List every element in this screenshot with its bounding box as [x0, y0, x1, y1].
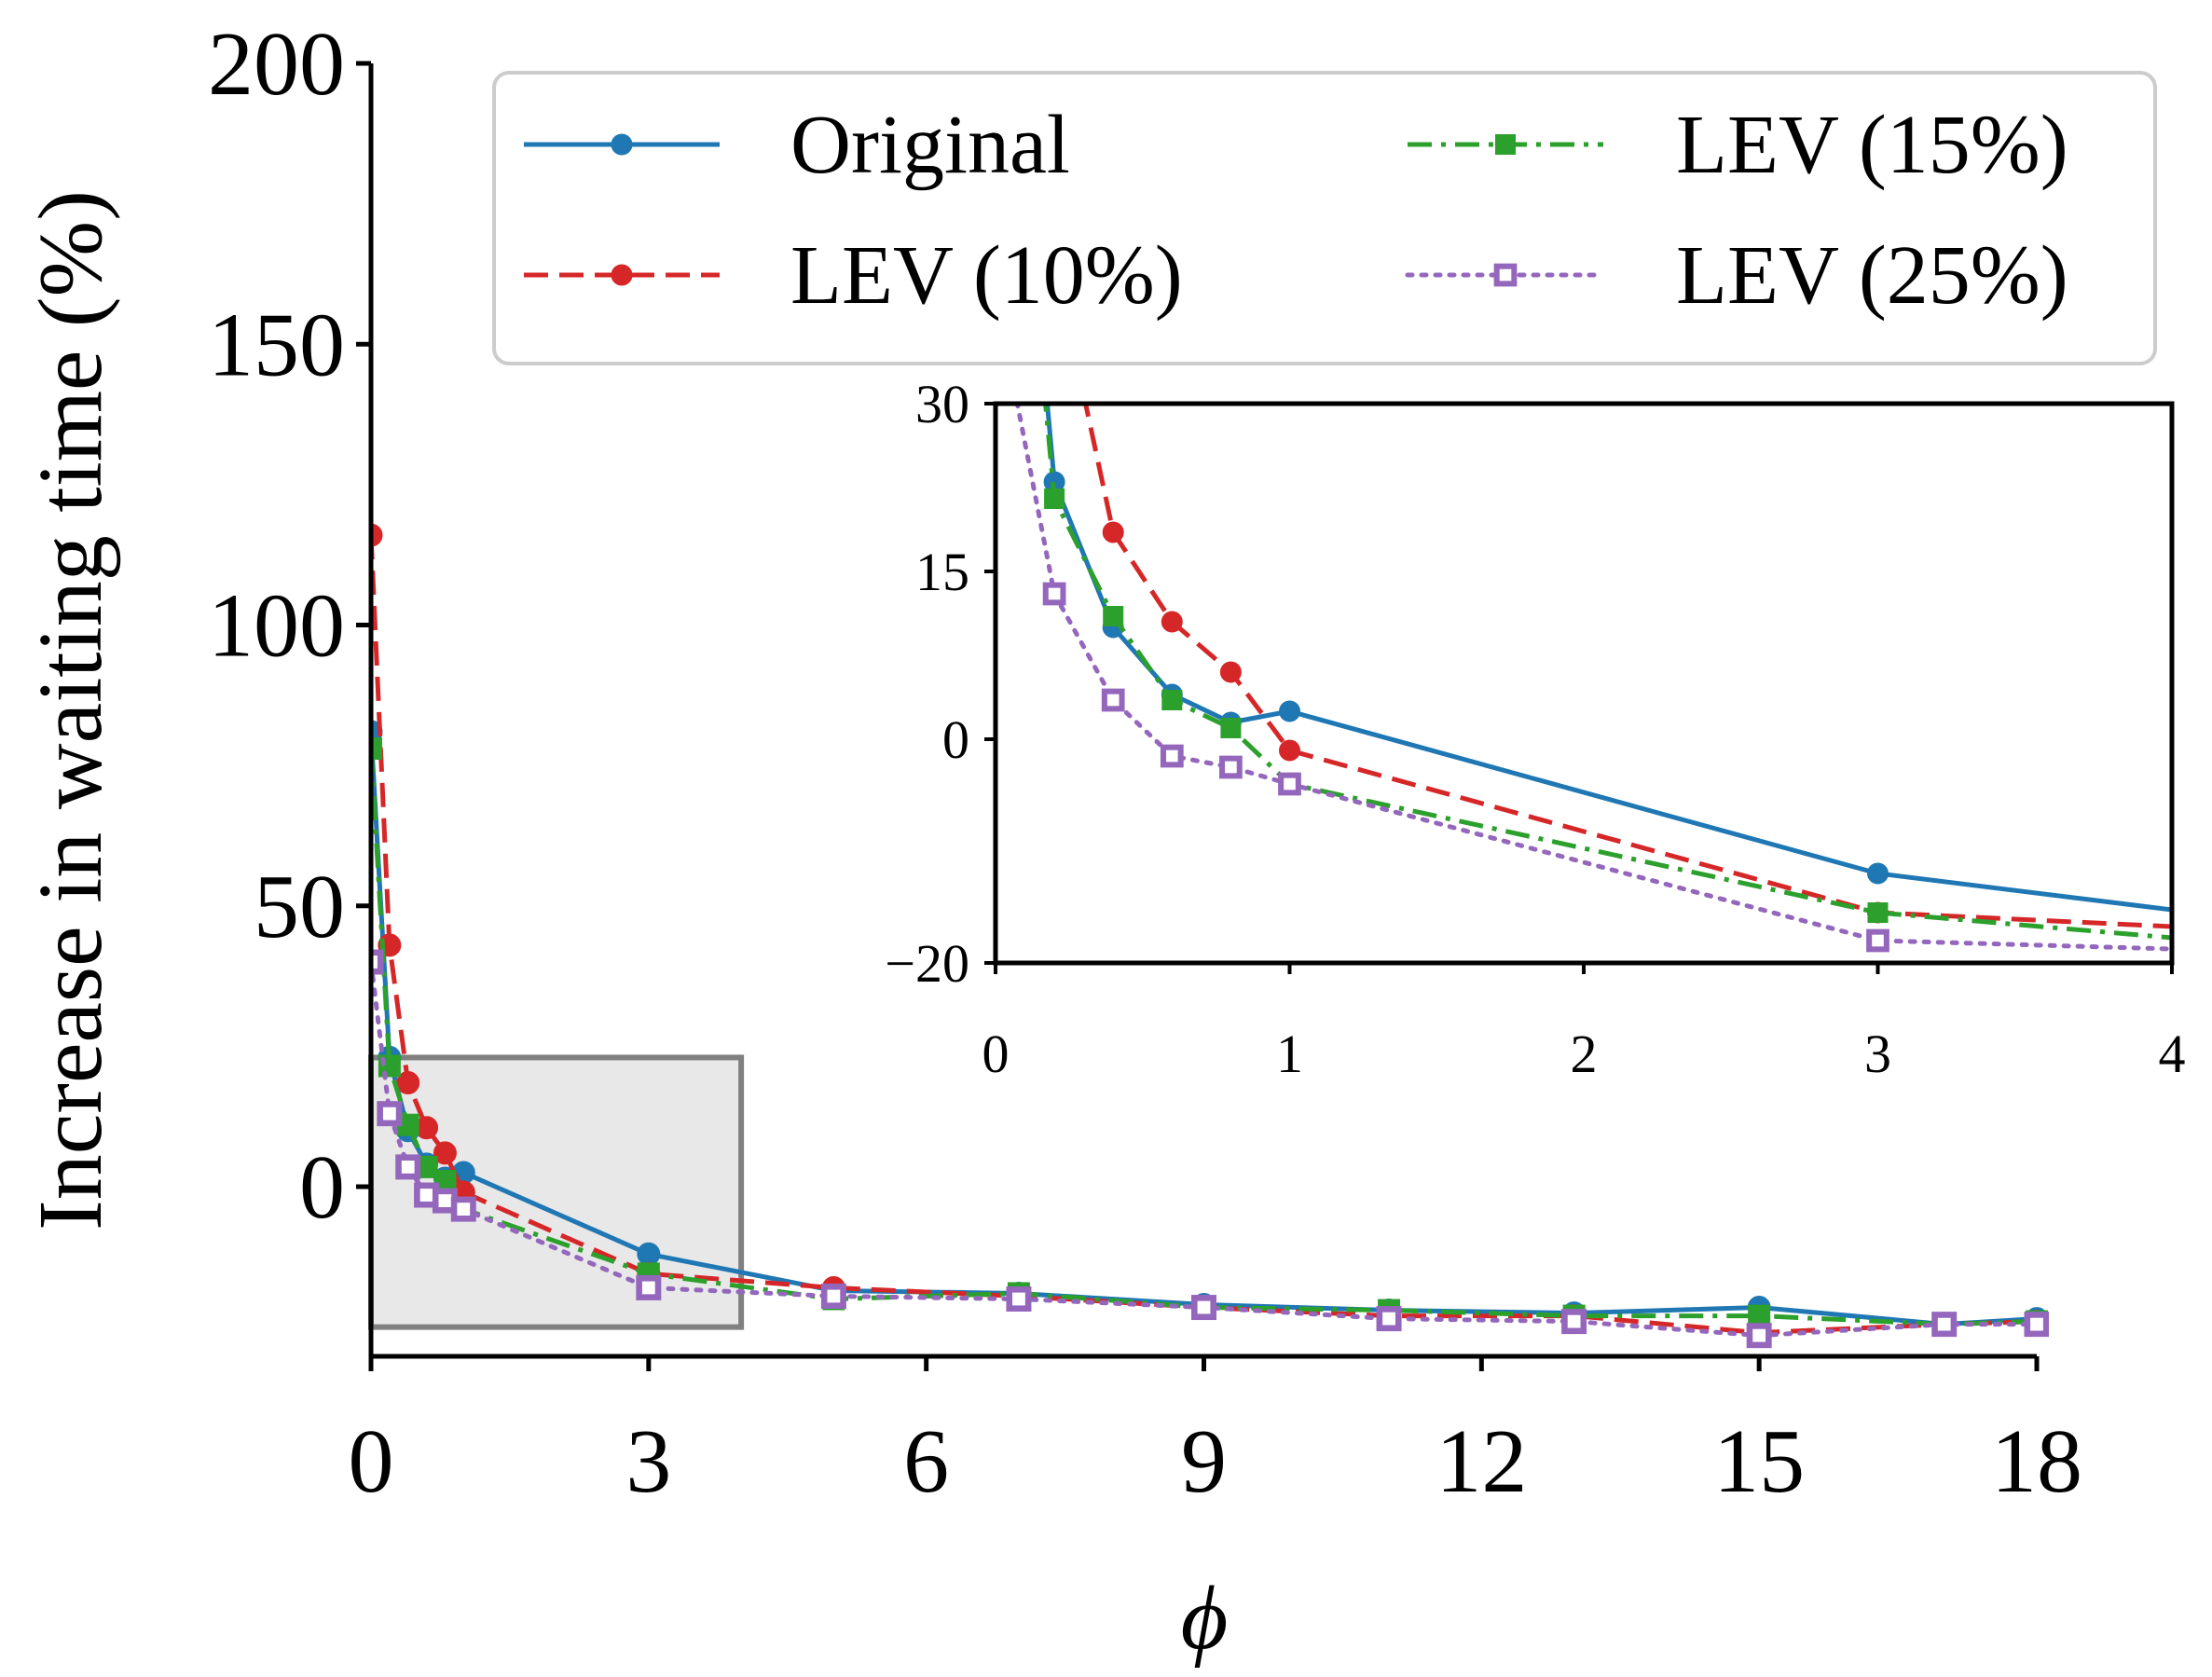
- legend-frame: [492, 71, 2157, 365]
- x-tick-label: 3: [625, 1411, 671, 1512]
- legend-marker: [1493, 263, 1518, 287]
- main-point-lev-25: [1191, 1295, 1217, 1321]
- legend-entry-original: Original: [524, 99, 1070, 191]
- main-point-lev-25: [2024, 1312, 2049, 1338]
- main-point-original: [637, 1242, 661, 1266]
- main-point-lev-25: [450, 1196, 476, 1222]
- inset-frame-background: [996, 404, 2172, 963]
- inset-point-lev-15: [1044, 488, 1065, 509]
- inset-point-lev-25: [1042, 582, 1066, 606]
- main-point-lev-25: [820, 1283, 846, 1309]
- main-point-lev-25: [371, 949, 384, 975]
- legend-marker: [611, 133, 633, 156]
- main-point-lev-25: [395, 1154, 421, 1180]
- x-tick-label: 12: [1436, 1411, 1527, 1512]
- x-axis-label: ϕ: [1181, 1568, 1229, 1669]
- inset-x-tick-label: 0: [982, 1024, 1010, 1084]
- inset-point-lev-15: [1220, 718, 1242, 738]
- x-tick-label: 18: [1991, 1411, 2082, 1512]
- inset-point-lev-25: [1219, 755, 1243, 779]
- x-tick-label: 6: [903, 1411, 949, 1512]
- main-point-lev-15: [371, 737, 382, 761]
- y-tick-label: 50: [254, 857, 345, 957]
- inset-x-tick-label: 1: [1276, 1024, 1303, 1084]
- main-point-lev-25: [1006, 1286, 1032, 1313]
- main-point-lev-25: [636, 1274, 662, 1300]
- inset-point-lev-10: [1102, 521, 1124, 543]
- legend-label: LEV (25%): [1676, 229, 2068, 322]
- inset-point-lev-15: [1161, 690, 1183, 710]
- inset-y-tick-label: 15: [915, 542, 969, 602]
- inset-point-lev-25: [1278, 772, 1301, 796]
- inset-x-axis-ticks: 0 1 2 3 4: [982, 963, 2186, 1084]
- x-axis-ticks: 0 3 6 9 12 15 18: [349, 1356, 2082, 1512]
- y-tick-label: 100: [208, 576, 345, 677]
- inset-point-lev-10: [1219, 661, 1242, 683]
- legend-marker: [611, 264, 633, 286]
- y-tick-label: 0: [299, 1137, 345, 1238]
- inset-line-lev-10: [1083, 404, 2172, 929]
- legend-entry-lev-25: LEV (25%): [1405, 229, 2068, 322]
- main-point-lev-10: [371, 523, 383, 547]
- main-point-lev-25: [1746, 1323, 1772, 1349]
- legend-entry-lev-10: LEV (10%): [524, 229, 1183, 322]
- inset-y-axis-ticks: −20 0 15 30: [885, 374, 996, 994]
- legend-label: LEV (15%): [1676, 99, 2068, 191]
- inset-point-lev-25: [1101, 688, 1125, 712]
- legend-marker: [1495, 134, 1516, 155]
- inset-point-lev-25: [1160, 744, 1184, 768]
- inset-y-tick-label: 0: [942, 709, 969, 770]
- inset-point-lev-10: [1279, 739, 1300, 762]
- main-point-lev-25: [1931, 1312, 1958, 1338]
- inset-y-tick-label: 30: [915, 374, 969, 434]
- inset-line-lev-25: [1014, 404, 2172, 952]
- legend-label: Original: [790, 99, 1070, 191]
- inset-point-original: [1279, 700, 1300, 722]
- y-tick-label: 200: [208, 14, 345, 115]
- inset-x-tick-label: 4: [2159, 1024, 2186, 1084]
- main-line-lev-10: [371, 534, 2038, 1336]
- inset-point-lev-15: [1103, 606, 1124, 626]
- main-point-lev-25: [1376, 1306, 1402, 1332]
- inset-point-lev-10: [1161, 611, 1183, 633]
- inset-x-tick-label: 3: [1864, 1024, 1891, 1084]
- inset-plot-series: [1014, 404, 2172, 953]
- main-series-lev-25: [371, 949, 2049, 1349]
- legend: Original LEV (10%) LEV (15%) LEV (25%): [492, 71, 2157, 365]
- inset-y-tick-label: −20: [885, 933, 969, 994]
- main-point-lev-10: [433, 1141, 457, 1165]
- y-tick-label: 150: [208, 295, 345, 395]
- inset-series-lev-25: [1014, 404, 2172, 953]
- y-axis-label: Increase in waiting time (%): [21, 190, 121, 1230]
- main-plot-series: [371, 523, 2049, 1349]
- x-tick-label: 0: [349, 1411, 394, 1512]
- inset-point-lev-25: [1866, 928, 1889, 953]
- inset-point-original: [1867, 862, 1889, 885]
- main-point-lev-25: [377, 1101, 403, 1127]
- inset-point-lev-15: [1867, 902, 1889, 923]
- legend-label: LEV (10%): [790, 229, 1183, 322]
- inset-x-tick-label: 2: [1571, 1024, 1598, 1084]
- x-tick-label: 9: [1181, 1411, 1227, 1512]
- legend-entry-lev-15: LEV (15%): [1408, 99, 2068, 191]
- x-tick-label: 15: [1713, 1411, 1805, 1512]
- y-axis-ticks: 0 50 100 150 200: [208, 14, 371, 1238]
- main-point-lev-25: [1561, 1309, 1587, 1335]
